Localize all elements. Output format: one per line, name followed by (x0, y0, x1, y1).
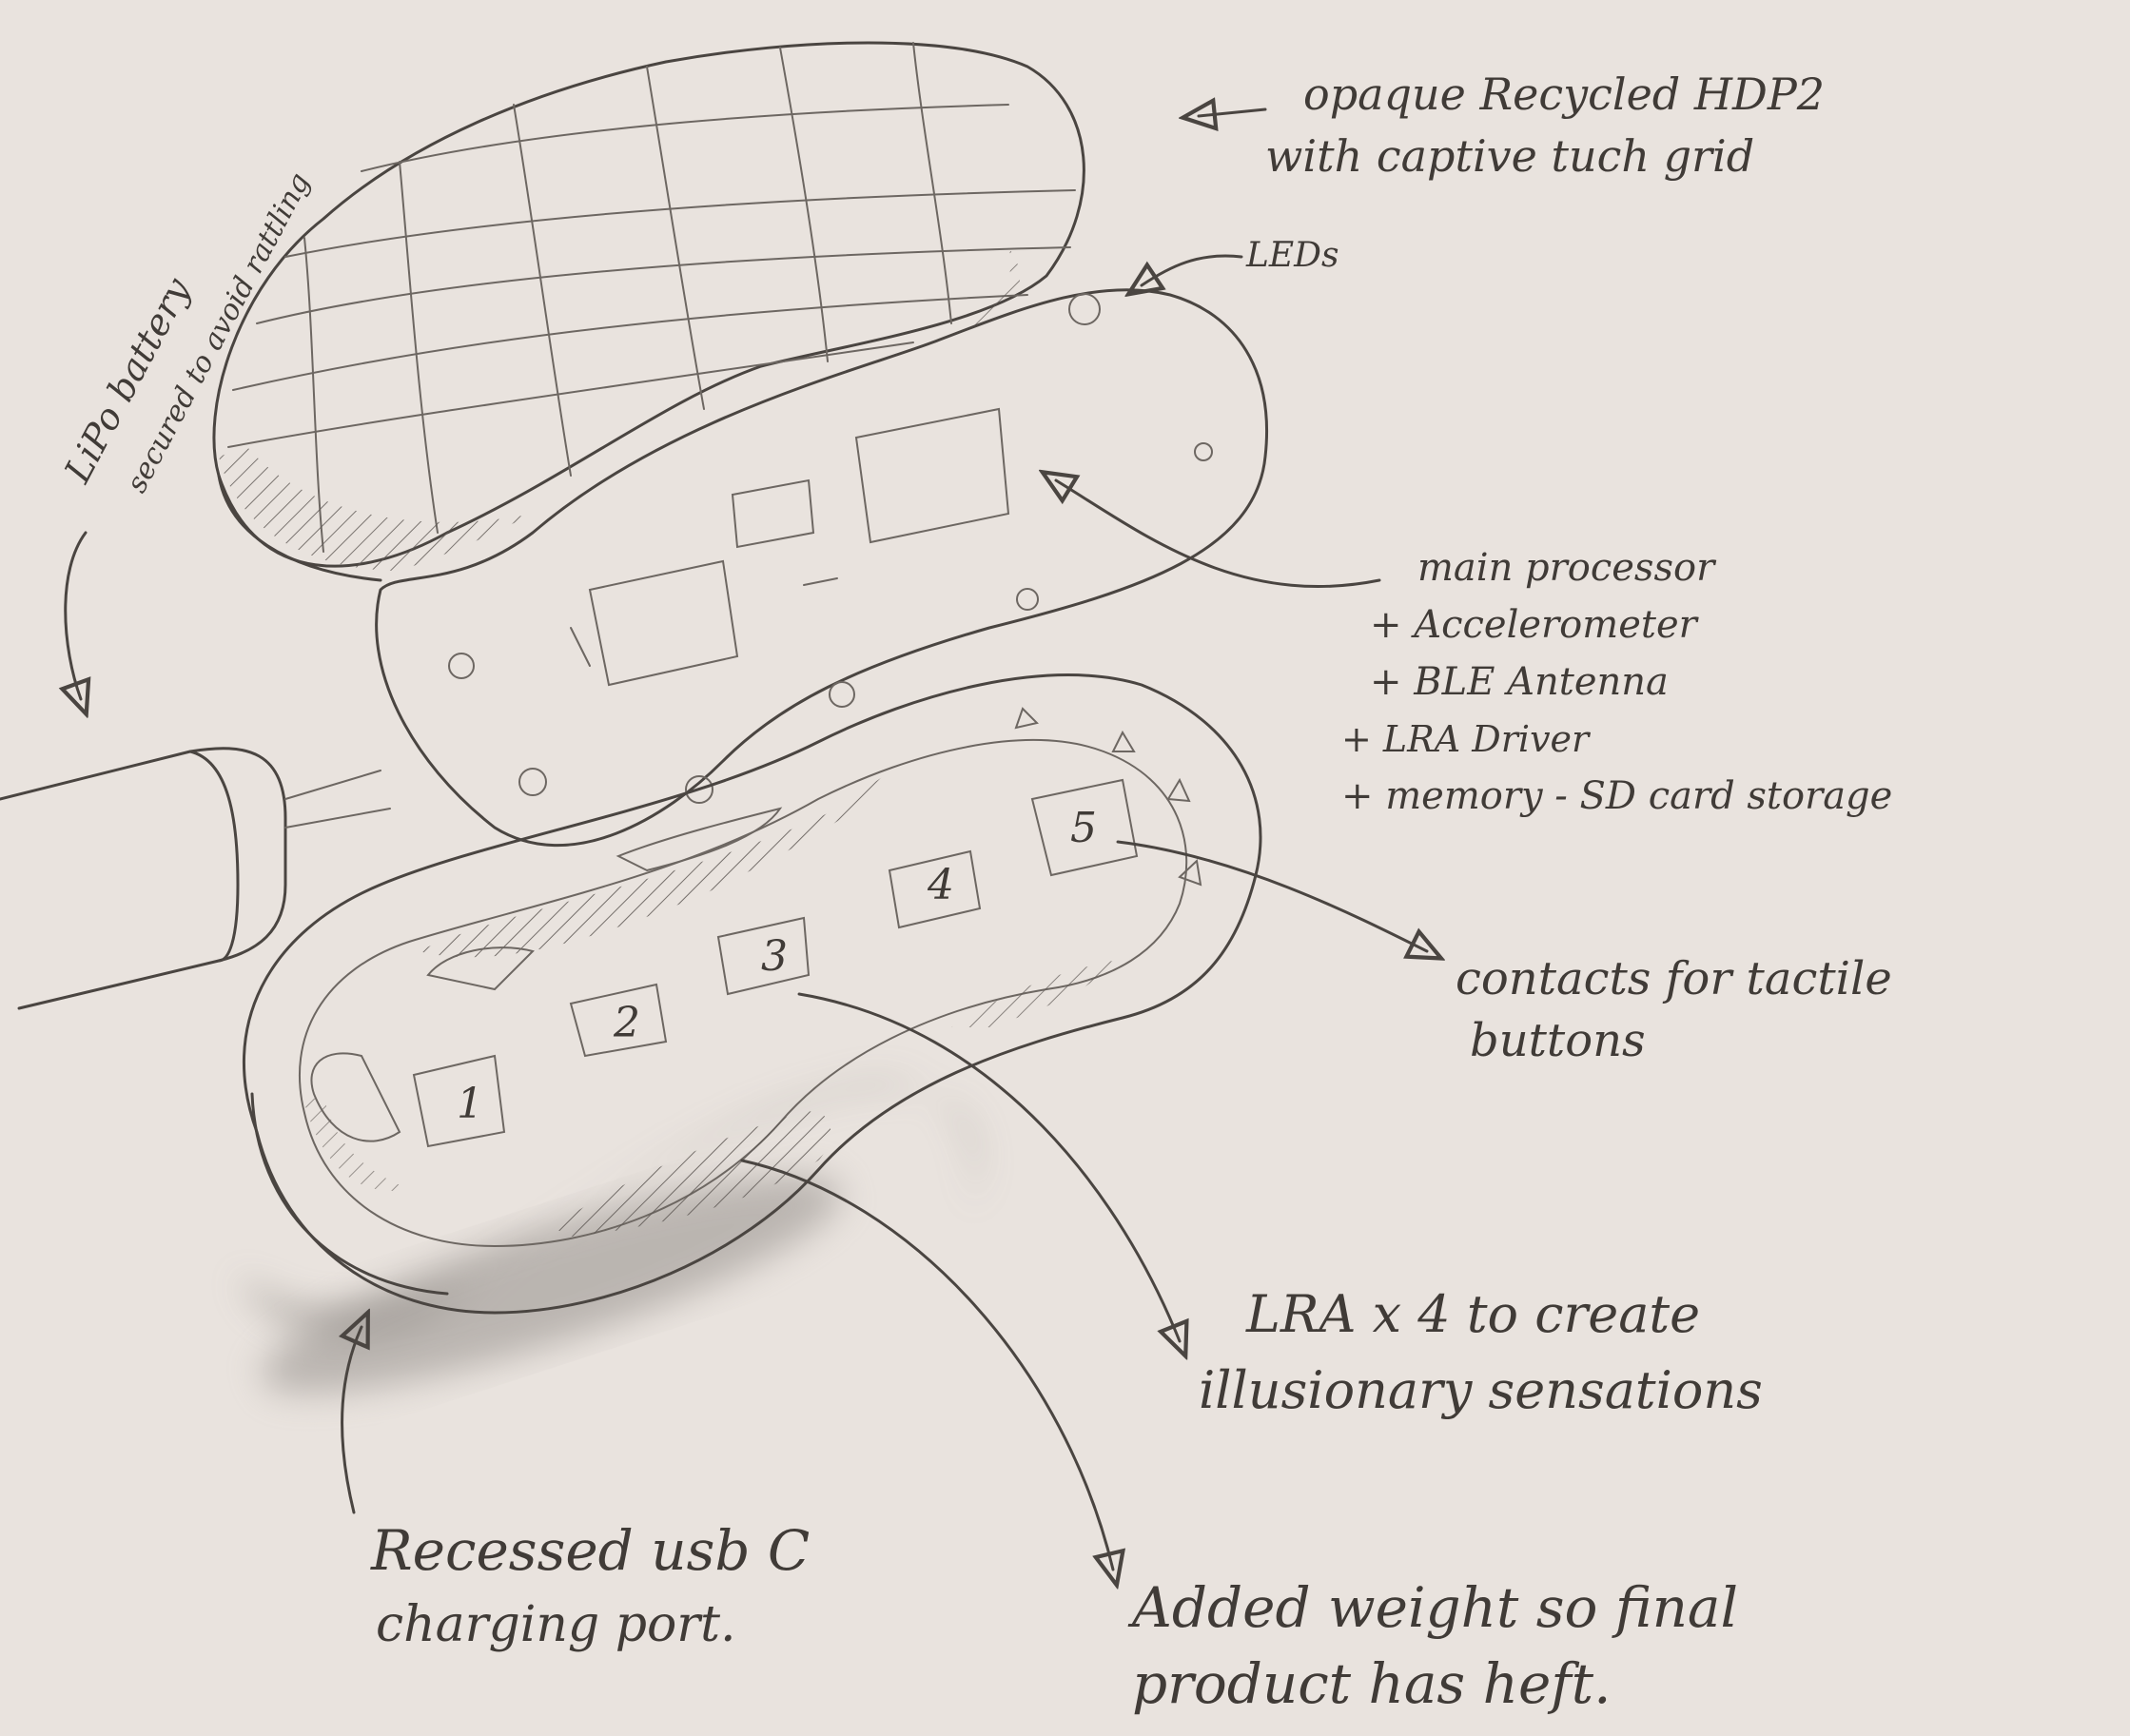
button-number-2: 2 (613, 999, 640, 1047)
button-number-3: 3 (761, 932, 788, 981)
button-number-5: 5 (1070, 804, 1097, 852)
label-weight-line-2: product has heft. (1132, 1651, 1612, 1716)
pcb-board (375, 288, 1268, 848)
label-contacts-line-2: buttons (1470, 1014, 1646, 1067)
label-leds: LEDs (1245, 236, 1339, 275)
button-contacts: 1 2 3 4 5 (412, 707, 1202, 1148)
label-processor-line-1: main processor (1417, 546, 1717, 590)
label-lra-line-2: illusionary sensations (1199, 1360, 1763, 1420)
label-contacts-line-1: contacts for tactile (1456, 952, 1892, 1005)
led-holes (448, 293, 1213, 804)
label-processor-line-5: + memory - SD card storage (1341, 774, 1892, 818)
label-processor-line-2: + Accelerometer (1370, 603, 1700, 647)
label-weight-line-1: Added weight so final (1127, 1575, 1738, 1640)
lipo-battery (0, 747, 391, 1010)
bottom-shell (238, 673, 1262, 1394)
label-processor-line-3: + BLE Antenna (1370, 660, 1669, 704)
button-number-1: 1 (457, 1080, 483, 1128)
label-usb-line-2: charging port. (376, 1596, 736, 1653)
label-shell-line-1: opaque Recycled HDP2 (1303, 68, 1825, 120)
label-lra-line-1: LRA x 4 to create (1245, 1284, 1700, 1344)
button-number-4: 4 (927, 861, 954, 909)
top-shell (212, 41, 1085, 582)
label-processor-line-4: + LRA Driver (1341, 718, 1592, 760)
leader-lines (66, 109, 1427, 1570)
annotations: opaque Recycled HDP2 with captive tuch g… (56, 68, 1893, 1716)
label-usb-line-1: Recessed usb C (370, 1518, 810, 1583)
label-shell-line-2: with captive tuch grid (1265, 130, 1754, 182)
